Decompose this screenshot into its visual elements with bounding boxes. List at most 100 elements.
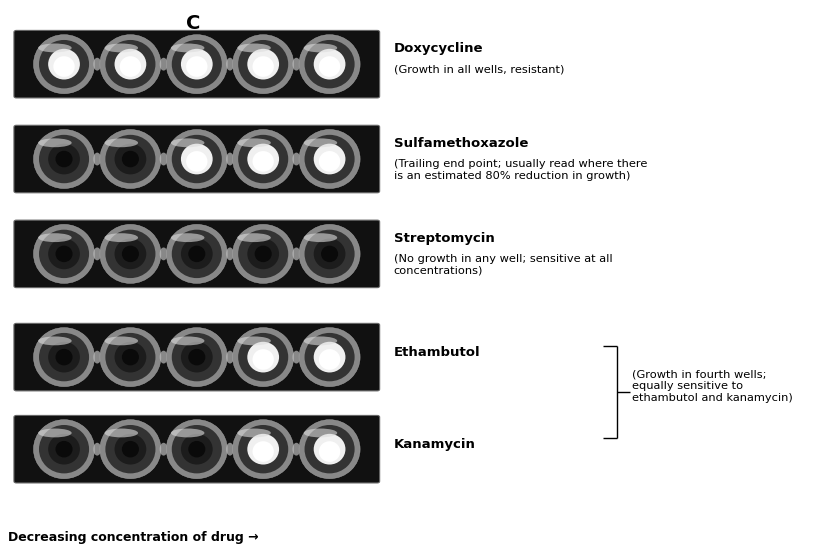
Ellipse shape xyxy=(115,143,146,175)
Ellipse shape xyxy=(247,49,278,80)
Ellipse shape xyxy=(93,58,101,70)
Ellipse shape xyxy=(122,349,138,365)
Ellipse shape xyxy=(171,425,222,473)
Ellipse shape xyxy=(238,135,287,183)
Ellipse shape xyxy=(122,441,138,458)
Ellipse shape xyxy=(100,224,161,283)
Ellipse shape xyxy=(106,40,156,88)
FancyBboxPatch shape xyxy=(14,220,379,288)
Ellipse shape xyxy=(314,49,345,80)
Ellipse shape xyxy=(181,341,212,373)
Ellipse shape xyxy=(104,336,138,345)
Ellipse shape xyxy=(304,333,354,381)
Ellipse shape xyxy=(56,349,73,365)
Ellipse shape xyxy=(166,328,227,387)
Ellipse shape xyxy=(181,434,212,465)
Ellipse shape xyxy=(170,336,204,345)
Ellipse shape xyxy=(160,443,167,455)
Ellipse shape xyxy=(38,138,71,147)
Ellipse shape xyxy=(171,135,222,183)
Ellipse shape xyxy=(292,351,300,364)
Ellipse shape xyxy=(314,341,345,373)
Ellipse shape xyxy=(292,247,300,260)
Ellipse shape xyxy=(34,328,94,387)
Ellipse shape xyxy=(93,351,101,364)
Text: Streptomycin: Streptomycin xyxy=(393,232,494,244)
Ellipse shape xyxy=(237,429,270,437)
Ellipse shape xyxy=(299,420,360,479)
Ellipse shape xyxy=(170,44,204,52)
Ellipse shape xyxy=(319,151,340,172)
Ellipse shape xyxy=(319,349,340,370)
Ellipse shape xyxy=(106,425,156,473)
Ellipse shape xyxy=(170,138,204,147)
Ellipse shape xyxy=(304,40,354,88)
Ellipse shape xyxy=(115,238,146,270)
Ellipse shape xyxy=(166,420,227,479)
Ellipse shape xyxy=(237,233,270,242)
Ellipse shape xyxy=(226,351,233,364)
Ellipse shape xyxy=(34,224,94,283)
Ellipse shape xyxy=(115,434,146,465)
Ellipse shape xyxy=(304,135,354,183)
Ellipse shape xyxy=(247,434,278,465)
Ellipse shape xyxy=(233,129,293,189)
Ellipse shape xyxy=(226,443,233,455)
Ellipse shape xyxy=(104,233,138,242)
Ellipse shape xyxy=(292,153,300,165)
Ellipse shape xyxy=(115,341,146,373)
Ellipse shape xyxy=(233,328,293,387)
Ellipse shape xyxy=(319,56,340,77)
Ellipse shape xyxy=(314,434,345,465)
Ellipse shape xyxy=(181,238,212,270)
Ellipse shape xyxy=(38,336,71,345)
Text: Decreasing concentration of drug →: Decreasing concentration of drug → xyxy=(8,531,259,544)
Ellipse shape xyxy=(160,153,167,165)
Ellipse shape xyxy=(93,247,101,260)
Ellipse shape xyxy=(252,441,274,462)
Ellipse shape xyxy=(299,129,360,189)
Ellipse shape xyxy=(38,233,71,242)
Ellipse shape xyxy=(170,429,204,437)
Ellipse shape xyxy=(303,336,337,345)
FancyBboxPatch shape xyxy=(14,126,379,193)
Ellipse shape xyxy=(160,58,167,70)
Ellipse shape xyxy=(181,143,212,175)
Ellipse shape xyxy=(171,230,222,278)
Ellipse shape xyxy=(170,233,204,242)
Ellipse shape xyxy=(247,238,278,270)
Ellipse shape xyxy=(56,246,73,262)
Ellipse shape xyxy=(160,351,167,364)
Ellipse shape xyxy=(48,238,79,270)
Ellipse shape xyxy=(314,143,345,175)
Ellipse shape xyxy=(292,443,300,455)
Ellipse shape xyxy=(181,49,212,80)
FancyBboxPatch shape xyxy=(14,415,379,483)
Ellipse shape xyxy=(247,143,278,175)
Ellipse shape xyxy=(255,246,271,262)
Ellipse shape xyxy=(252,349,274,370)
Ellipse shape xyxy=(115,49,146,80)
Ellipse shape xyxy=(34,35,94,94)
Ellipse shape xyxy=(48,143,79,175)
Ellipse shape xyxy=(299,35,360,94)
Ellipse shape xyxy=(48,341,79,373)
Ellipse shape xyxy=(252,56,274,77)
Ellipse shape xyxy=(104,44,138,52)
Ellipse shape xyxy=(186,151,207,172)
Ellipse shape xyxy=(122,246,138,262)
Ellipse shape xyxy=(104,429,138,437)
Ellipse shape xyxy=(226,58,233,70)
Ellipse shape xyxy=(188,441,205,458)
Ellipse shape xyxy=(39,425,89,473)
Ellipse shape xyxy=(171,333,222,381)
Ellipse shape xyxy=(120,56,141,77)
Ellipse shape xyxy=(100,129,161,189)
Ellipse shape xyxy=(160,247,167,260)
Ellipse shape xyxy=(48,49,79,80)
Ellipse shape xyxy=(100,328,161,387)
Ellipse shape xyxy=(252,151,274,172)
Ellipse shape xyxy=(237,44,270,52)
Ellipse shape xyxy=(226,153,233,165)
Ellipse shape xyxy=(106,135,156,183)
